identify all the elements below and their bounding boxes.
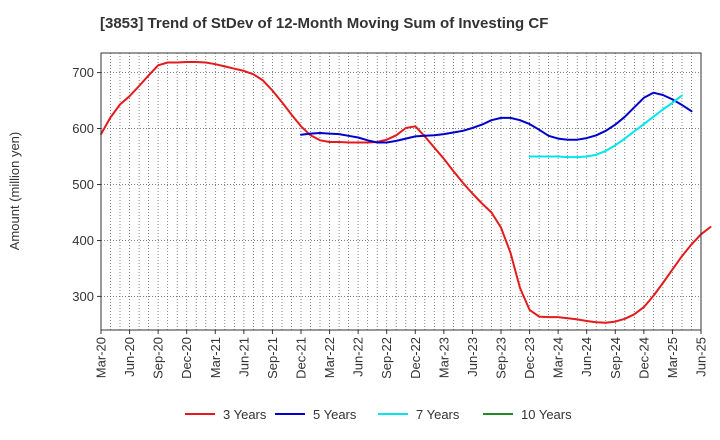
x-tick-label: Mar-22	[322, 337, 337, 378]
series-line-7-years	[528, 94, 683, 159]
plot-frame	[100, 52, 702, 331]
x-tick-label: Mar-23	[436, 337, 451, 378]
legend-5-years-label: 5 Years	[313, 407, 357, 422]
x-tick-label: Mar-20	[94, 337, 109, 378]
x-tick-label: Mar-24	[551, 337, 566, 378]
y-axis-label: Amount (million yen)	[7, 132, 22, 251]
legend-10-years-label: 10 Years	[521, 407, 572, 422]
y-tick-label: 700	[72, 65, 94, 80]
x-tick-label: Sep-20	[151, 337, 166, 379]
x-tick-label: Jun-22	[351, 337, 366, 377]
y-tick-label: 300	[72, 289, 94, 304]
x-tick-label: Sep-22	[379, 337, 394, 379]
x-axis: Mar-20 Jun-20 Sep-20 Dec-20 Mar-21 Jun-21 Sep-…	[94, 330, 709, 379]
y-tick-label: 400	[72, 233, 94, 248]
x-tick-label: Sep-24	[608, 337, 623, 379]
x-tick-label: Mar-25	[665, 337, 680, 378]
x-tick-label: Jun-23	[465, 337, 480, 377]
x-tick-label: Mar-21	[208, 337, 223, 378]
legend-7-years-label: 7 Years	[416, 407, 460, 422]
legend: 3 Years 5 Years 7 Years 10 Years	[185, 407, 572, 422]
x-tick-label: Dec-24	[636, 337, 651, 379]
y-tick-label: 600	[72, 121, 94, 136]
x-tick-label: Sep-23	[494, 337, 509, 379]
x-tick-label: Dec-20	[179, 337, 194, 379]
x-tick-label: Dec-21	[294, 337, 309, 379]
grid	[101, 53, 701, 330]
chart-title: [3853] Trend of StDev of 12-Month Moving…	[100, 15, 548, 32]
x-tick-label: Sep-21	[265, 337, 280, 379]
legend-3-years-label: 3 Years	[223, 407, 267, 422]
series-line-5-years	[300, 91, 693, 144]
x-tick-label: Jun-21	[236, 337, 251, 377]
series-line-3-years	[100, 61, 712, 324]
x-tick-label: Jun-20	[122, 337, 137, 377]
x-tick-label: Jun-25	[694, 337, 709, 377]
plot-area	[100, 61, 712, 324]
y-axis: 300 400 500 600 700	[72, 65, 101, 304]
x-tick-label: Jun-24	[579, 337, 594, 377]
x-tick-label: Dec-22	[408, 337, 423, 379]
x-tick-label: Dec-23	[522, 337, 537, 379]
y-tick-label: 500	[72, 177, 94, 192]
